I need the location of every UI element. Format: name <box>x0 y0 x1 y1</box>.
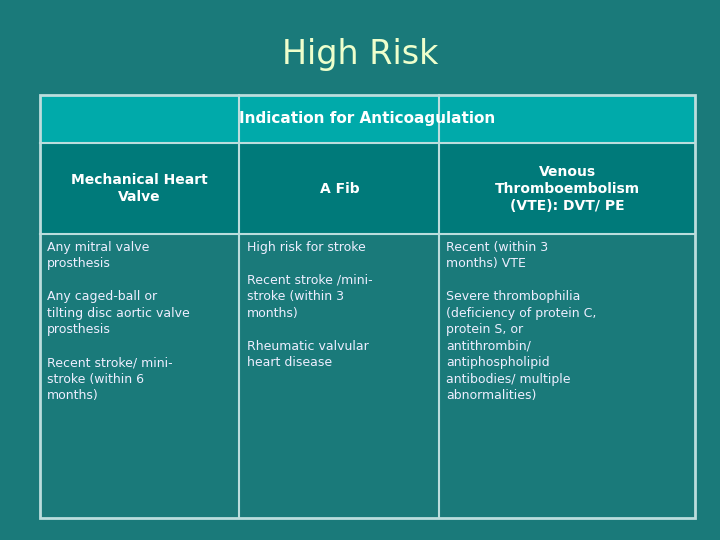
Text: Venous
Thromboembolism
(VTE): DVT/ PE: Venous Thromboembolism (VTE): DVT/ PE <box>495 165 639 213</box>
Text: High Risk: High Risk <box>282 38 438 71</box>
Bar <box>40 94 695 518</box>
Text: Recent (within 3
months) VTE

Severe thrombophilia
(deficiency of protein C,
pro: Recent (within 3 months) VTE Severe thro… <box>446 241 597 402</box>
Text: Any mitral valve
prosthesis

Any caged-ball or
tilting disc aortic valve
prosthe: Any mitral valve prosthesis Any caged-ba… <box>47 241 189 402</box>
Bar <box>40 94 695 518</box>
Bar <box>40 94 695 143</box>
Text: Indication for Anticoagulation: Indication for Anticoagulation <box>239 111 495 126</box>
Bar <box>40 143 695 234</box>
Text: A Fib: A Fib <box>320 182 359 196</box>
Text: Mechanical Heart
Valve: Mechanical Heart Valve <box>71 173 208 205</box>
Text: High risk for stroke

Recent stroke /mini-
stroke (within 3
months)

Rheumatic v: High risk for stroke Recent stroke /mini… <box>247 241 372 369</box>
